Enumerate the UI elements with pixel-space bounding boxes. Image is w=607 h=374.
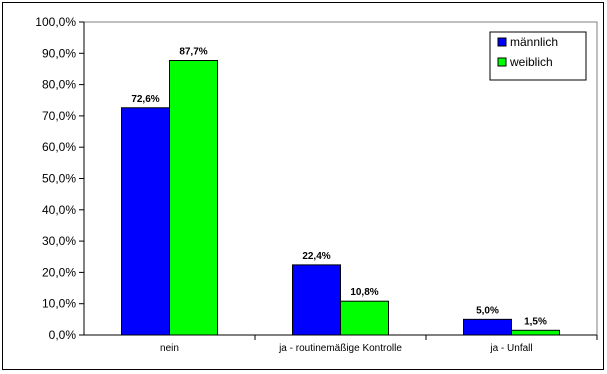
bar-männlich-0 (121, 107, 170, 336)
y-tick-label: 20,0% (42, 265, 76, 279)
data-label: 22,4% (302, 251, 330, 262)
y-tick-label: 70,0% (42, 109, 76, 123)
y-tick-label: 40,0% (42, 203, 76, 217)
data-label: 87,7% (179, 46, 207, 57)
y-tick-label: 60,0% (42, 140, 76, 154)
bar-weiblich-0 (169, 59, 218, 336)
bar-weiblich-2 (511, 329, 560, 336)
data-label: 72,6% (131, 94, 159, 105)
y-tick-label: 100,0% (35, 15, 76, 29)
data-label: 5,0% (476, 305, 499, 316)
legend-label: männlich (510, 35, 558, 49)
legend-swatch (497, 57, 507, 67)
y-tick-label: 50,0% (42, 172, 76, 186)
legend-label: weiblich (509, 55, 553, 69)
bar-weiblich-1 (340, 300, 389, 336)
bar-männlich-2 (463, 318, 512, 336)
legend-swatch (497, 37, 507, 47)
y-tick-label: 30,0% (42, 234, 76, 248)
data-label: 10,8% (350, 287, 378, 298)
y-tick-label: 90,0% (42, 46, 76, 60)
y-tick-label: 10,0% (42, 297, 76, 311)
bar-männlich-1 (292, 264, 341, 336)
y-tick-label: 0,0% (49, 328, 77, 342)
y-tick-label: 80,0% (42, 78, 76, 92)
data-label: 1,5% (524, 316, 547, 327)
x-category-label: ja - Unfall (489, 343, 532, 354)
x-category-label: nein (160, 343, 179, 354)
x-category-label: ja - routinemäßige Kontrolle (278, 343, 402, 354)
